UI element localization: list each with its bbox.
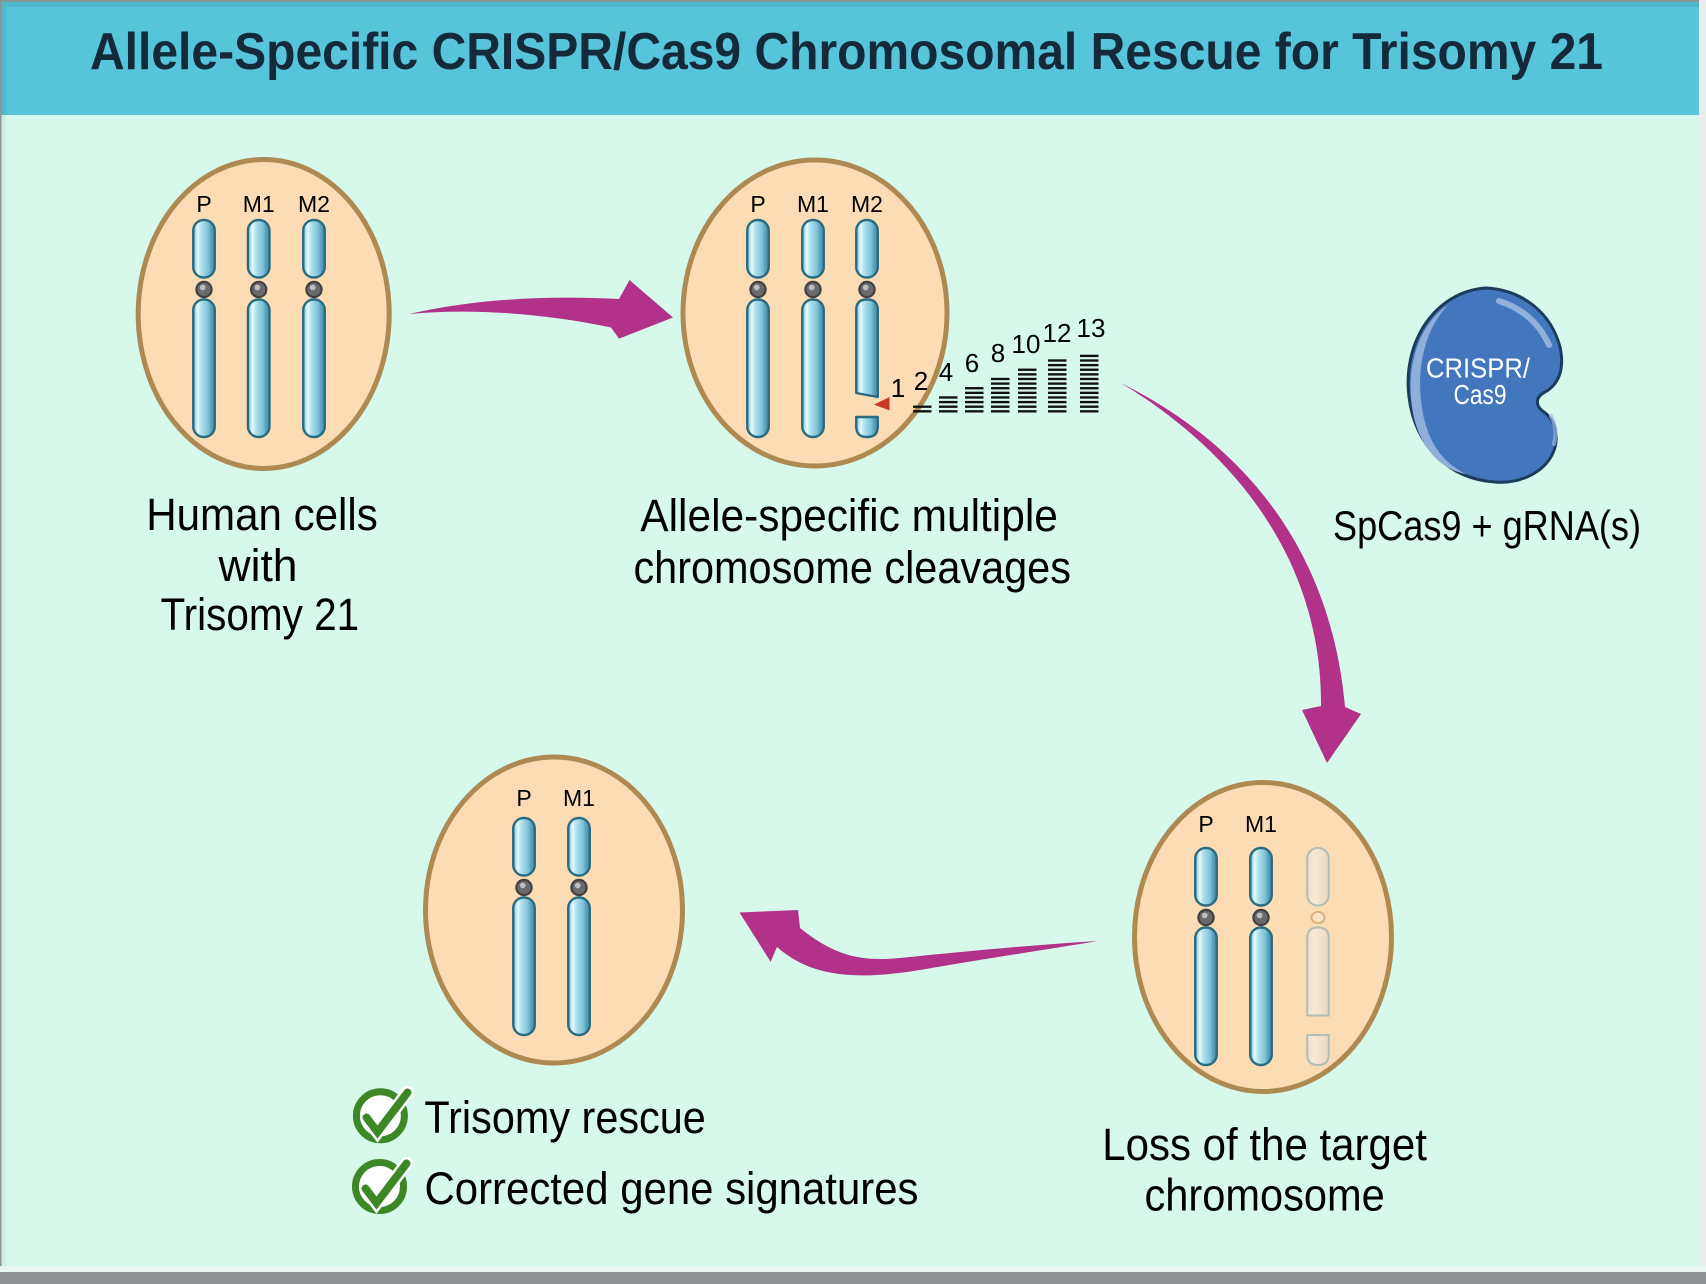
svg-text:Trisomy rescue: Trisomy rescue [424,1092,705,1143]
svg-text:P: P [516,785,531,811]
svg-text:Trisomy 21: Trisomy 21 [160,589,359,640]
svg-text:chromosome cleavages: chromosome cleavages [633,542,1071,593]
svg-text:M1: M1 [243,191,275,217]
svg-text:M1: M1 [797,191,829,217]
svg-text:P: P [1198,811,1213,837]
svg-text:Cas9: Cas9 [1454,379,1507,410]
svg-text:Allele-specific multiple: Allele-specific multiple [640,490,1058,541]
svg-text:SpCas9 + gRNA(s): SpCas9 + gRNA(s) [1333,502,1641,549]
svg-text:8: 8 [991,338,1005,368]
svg-text:M2: M2 [298,191,330,217]
svg-text:chromosome: chromosome [1144,1169,1384,1220]
svg-text:10: 10 [1012,329,1041,359]
svg-text:Human cells: Human cells [146,489,378,540]
svg-text:12: 12 [1043,318,1072,348]
svg-text:Allele-Specific CRISPR/Cas9 Ch: Allele-Specific CRISPR/Cas9 Chromosomal … [90,23,1603,81]
svg-text:Corrected gene signatures: Corrected gene signatures [425,1163,919,1214]
svg-text:1: 1 [891,373,905,403]
svg-text:P: P [750,191,765,217]
svg-text:CRISPR/: CRISPR/ [1426,353,1530,384]
svg-text:2: 2 [914,366,928,396]
svg-text:M1: M1 [1245,811,1277,837]
svg-text:P: P [196,191,211,217]
svg-text:6: 6 [965,348,979,378]
svg-text:13: 13 [1077,313,1106,343]
svg-text:M2: M2 [851,191,883,217]
svg-text:4: 4 [939,357,953,387]
svg-text:with: with [218,540,298,591]
svg-text:M1: M1 [563,785,595,811]
svg-text:Loss of the target: Loss of the target [1102,1119,1427,1170]
